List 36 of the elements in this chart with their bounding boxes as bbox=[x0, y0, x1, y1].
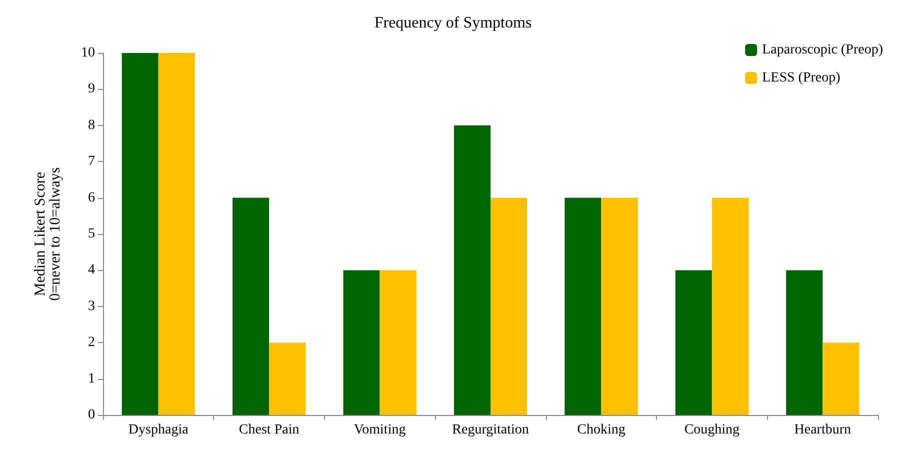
y-tick-label: 1 bbox=[88, 371, 95, 386]
y-tick-label: 3 bbox=[88, 298, 95, 314]
y-tick-label: 0 bbox=[88, 408, 95, 422]
bar bbox=[675, 270, 712, 415]
bar bbox=[158, 53, 195, 415]
bar bbox=[122, 53, 158, 415]
x-tick-label: Coughing bbox=[684, 422, 740, 438]
y-tick-label: 10 bbox=[81, 46, 95, 60]
y-axis-title: Median Likert Score 0=never to 10=always bbox=[32, 167, 64, 301]
y-tick-label: 9 bbox=[88, 82, 95, 97]
bar bbox=[454, 125, 490, 415]
x-tick-label: Dysphagia bbox=[128, 422, 190, 438]
bar bbox=[232, 198, 270, 415]
bar bbox=[564, 198, 602, 415]
chart-title: Frequency of Symptoms bbox=[374, 14, 532, 32]
y-tick-label: 5 bbox=[88, 226, 95, 242]
x-tick-label: Vomiting bbox=[354, 422, 406, 438]
bar bbox=[601, 198, 638, 415]
y-tick-label: 6 bbox=[88, 190, 95, 206]
x-tick-label: Heartburn bbox=[794, 422, 852, 438]
x-tick-label: Chest Pain bbox=[238, 422, 300, 438]
bar bbox=[343, 270, 380, 415]
y-tick-label: 7 bbox=[88, 154, 95, 170]
x-tick-label: Choking bbox=[577, 422, 626, 438]
legend-label: Laparoscopic (Preop) bbox=[762, 42, 884, 58]
legend-label: LESS (Preop) bbox=[762, 70, 841, 86]
bar bbox=[490, 198, 528, 415]
bar bbox=[786, 270, 823, 415]
bar bbox=[712, 198, 748, 415]
bar bbox=[822, 342, 860, 415]
y-tick-label: 4 bbox=[88, 262, 95, 278]
y-tick-label: 8 bbox=[88, 118, 95, 133]
x-tick-label: Regurgitation bbox=[452, 422, 529, 438]
bar bbox=[380, 270, 416, 415]
y-tick-label: 2 bbox=[88, 335, 95, 350]
bar bbox=[269, 342, 306, 415]
